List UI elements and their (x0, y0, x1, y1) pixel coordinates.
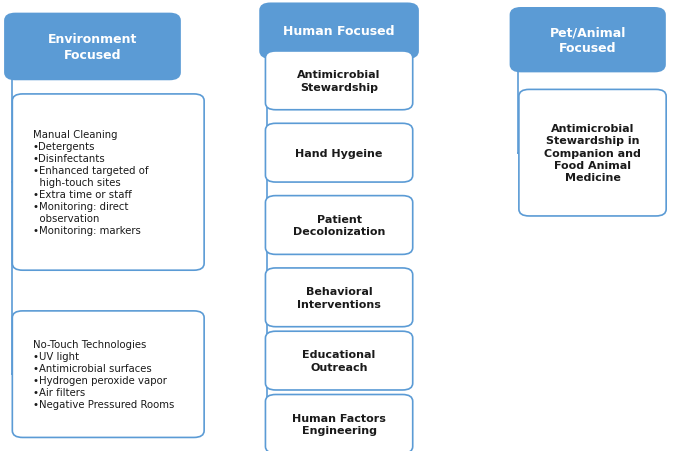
Text: Patient
Decolonization: Patient Decolonization (293, 214, 385, 237)
Text: Hand Hygeine: Hand Hygeine (295, 148, 383, 158)
Text: Pet/Animal
Focused: Pet/Animal Focused (549, 26, 626, 55)
FancyBboxPatch shape (265, 196, 412, 255)
Text: Educational
Outreach: Educational Outreach (303, 350, 375, 372)
Text: Human Factors
Engineering: Human Factors Engineering (292, 413, 386, 435)
Text: Behavioral
Interventions: Behavioral Interventions (297, 286, 381, 309)
FancyBboxPatch shape (510, 9, 664, 72)
FancyBboxPatch shape (12, 95, 204, 271)
Text: Manual Cleaning
•Detergents
•Disinfectants
•Enhanced targeted of
  high-touch si: Manual Cleaning •Detergents •Disinfectan… (33, 130, 149, 235)
Text: No-Touch Technologies
•UV light
•Antimicrobial surfaces
•Hydrogen peroxide vapor: No-Touch Technologies •UV light •Antimic… (33, 340, 174, 409)
Text: Antimicrobial
Stewardship in
Companion and
Food Animal
Medicine: Antimicrobial Stewardship in Companion a… (544, 124, 641, 183)
FancyBboxPatch shape (12, 311, 204, 437)
FancyBboxPatch shape (260, 5, 418, 59)
FancyBboxPatch shape (519, 90, 666, 216)
FancyBboxPatch shape (265, 395, 412, 451)
Text: Antimicrobial
Stewardship: Antimicrobial Stewardship (297, 70, 381, 92)
FancyBboxPatch shape (5, 14, 179, 80)
FancyBboxPatch shape (265, 52, 412, 110)
Text: Human Focused: Human Focused (284, 25, 395, 38)
FancyBboxPatch shape (265, 331, 412, 390)
FancyBboxPatch shape (265, 268, 412, 327)
FancyBboxPatch shape (265, 124, 412, 183)
Text: Environment
Focused: Environment Focused (48, 33, 137, 62)
